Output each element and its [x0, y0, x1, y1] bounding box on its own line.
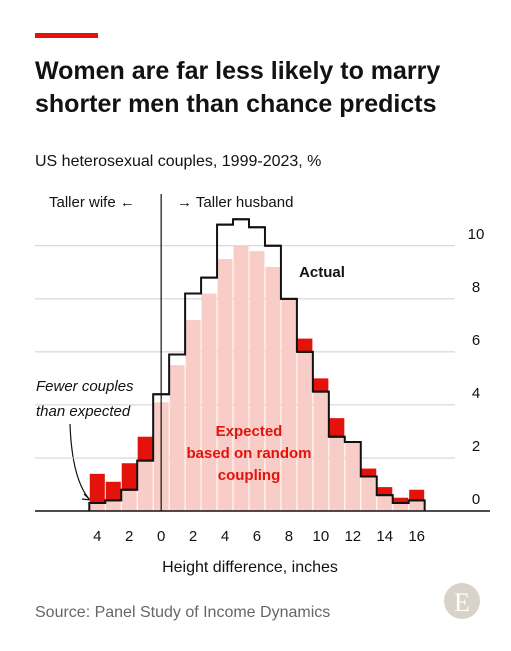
expected-bar [281, 298, 297, 511]
y-tick-label: 6 [472, 332, 480, 349]
excess-bar [89, 473, 105, 504]
excess-bar [313, 378, 329, 392]
annotation: Fewer couples [36, 378, 134, 395]
x-tick-label: 0 [157, 528, 165, 545]
excess-bar [409, 489, 425, 501]
y-tick-label: 0 [472, 491, 480, 508]
x-tick-label: 6 [253, 528, 261, 545]
expected-bar [185, 320, 201, 511]
logo: E [454, 588, 470, 617]
expected-bar [233, 245, 249, 512]
y-tick-label: 2 [472, 438, 480, 455]
excess-bar [377, 487, 393, 496]
expected-bar [249, 251, 265, 511]
expected-bar [217, 259, 233, 511]
x-tick-label: 2 [189, 528, 197, 545]
y-tick-label: 8 [472, 279, 480, 296]
annotation-arrow [69, 423, 91, 501]
annotation: Expected [216, 423, 283, 440]
brand-bar [35, 33, 98, 38]
annotation: → Taller husband [177, 194, 293, 211]
expected-bar [169, 365, 185, 511]
x-tick-label: 16 [408, 528, 425, 545]
annotation: Taller wife ← [49, 194, 135, 211]
y-tick-label: 10 [468, 226, 485, 243]
expected-bar [345, 442, 361, 511]
chart-title-line: Women are far less likely to marry [35, 57, 440, 85]
expected-bar [361, 468, 377, 511]
chart-title-line: shorter men than chance predicts [35, 90, 437, 118]
x-axis-label: Height difference, inches [162, 559, 338, 576]
x-tick-label: 4 [93, 528, 101, 545]
excess-bar [361, 468, 377, 477]
x-tick-label: 12 [344, 528, 361, 545]
excess-bar [137, 436, 153, 461]
logo-circle [444, 583, 480, 619]
plot: 0 2 4 6 8 10 4 2 0 2 4 6 8 10 12 14 16 [35, 194, 490, 545]
annotation: than expected [36, 403, 131, 420]
y-tick-label: 4 [472, 385, 480, 402]
expected-bar [329, 418, 345, 511]
labels: Actual Expected based on random coupling [186, 264, 344, 484]
excess-bar [297, 338, 313, 352]
x-tick-label: 10 [313, 528, 330, 545]
excess-bar [393, 497, 409, 504]
subtitle: US heterosexual couples, 1999-2023, % [35, 153, 321, 170]
expected-bar [201, 293, 217, 511]
excess-bar [105, 481, 121, 501]
excess-bar [329, 418, 345, 437]
expected-bar [313, 378, 329, 511]
x-tick-label: 8 [285, 528, 293, 545]
expected-bar [297, 338, 313, 511]
x-tick-label: 14 [376, 528, 393, 545]
expected-bar [265, 267, 281, 511]
annotation: based on random [186, 445, 311, 462]
x-tick-label: 4 [221, 528, 229, 545]
annotation: coupling [218, 467, 281, 484]
annotation: Actual [299, 264, 345, 281]
x-tick-label: 2 [125, 528, 133, 545]
source: Source: Panel Study of Income Dynamics [35, 604, 330, 621]
excess-bar [121, 463, 137, 490]
